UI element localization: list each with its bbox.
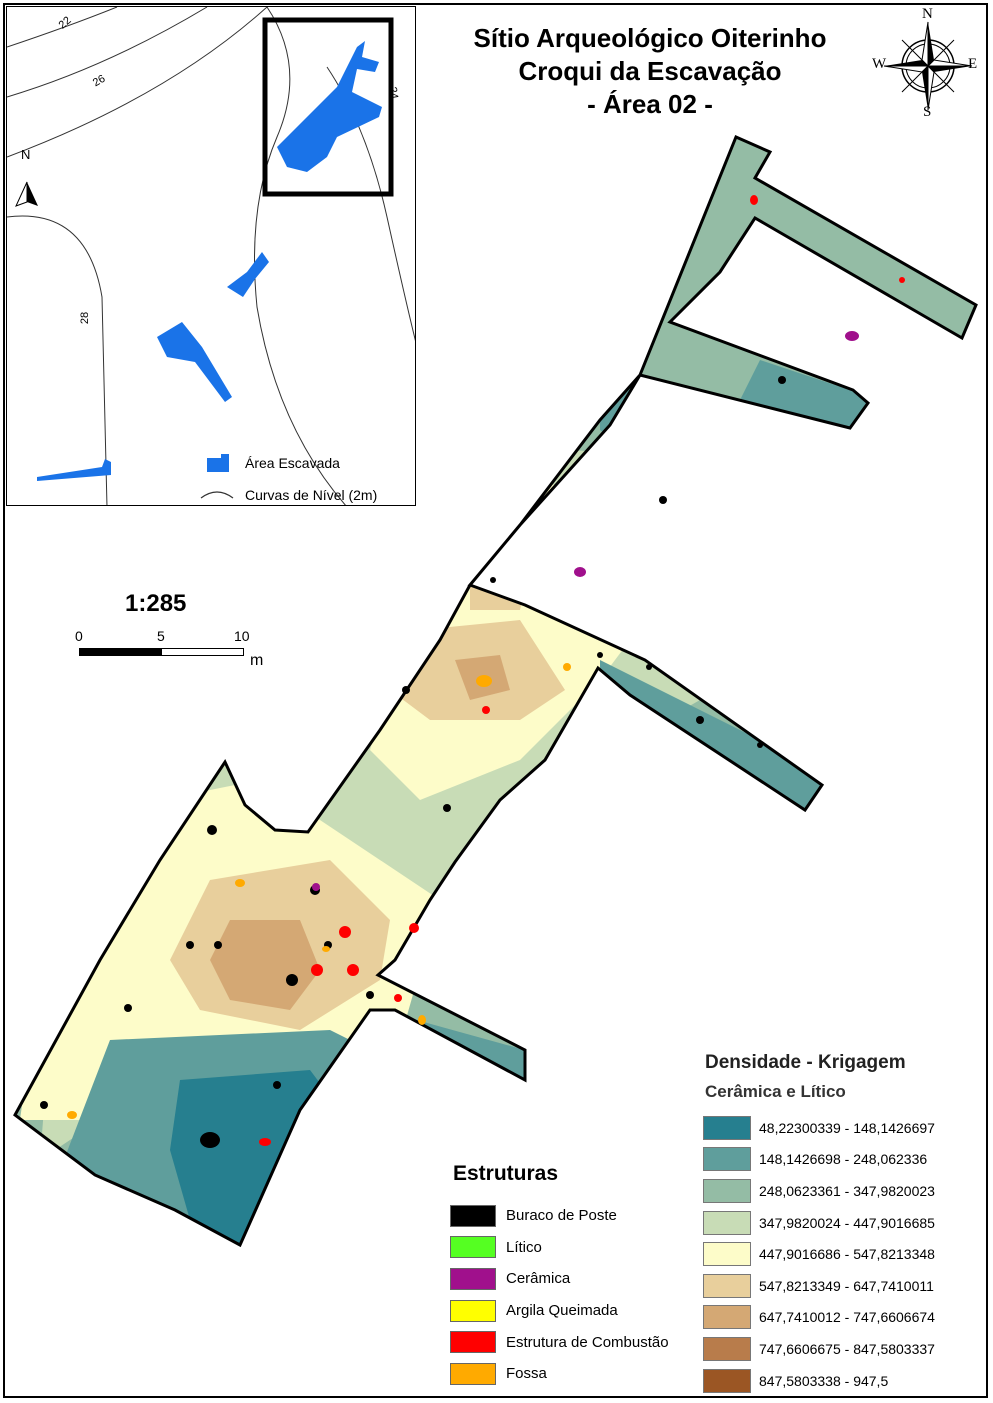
scale-unit: m	[250, 652, 264, 669]
density-legend-item: 48,22300339 - 148,1426697	[703, 1112, 988, 1144]
compass-north: N	[922, 6, 933, 22]
density-swatch	[703, 1305, 751, 1330]
density-label: 447,9016686 - 547,8213348	[759, 1246, 935, 1263]
legend-label: Cerâmica	[506, 1270, 571, 1288]
inset-north-arrow	[15, 181, 38, 207]
legend-label: Lítico	[506, 1238, 542, 1256]
location-inset-map[interactable]: N 22 26 28 24 Área Escavada Curvas de Ní…	[6, 6, 416, 506]
map-title: Sítio Arqueológico Oiterinho Croqui da E…	[430, 22, 870, 121]
legend-swatch	[450, 1267, 496, 1290]
scale-tick-10: 10	[234, 628, 250, 644]
structures-legend-item: Buraco de Poste	[450, 1200, 700, 1232]
scale-ratio: 1:285	[125, 590, 187, 617]
density-legend-item: 248,0623361 - 347,9820023	[703, 1175, 988, 1207]
density-legend-item: 647,7410012 - 747,6606674	[703, 1302, 988, 1334]
density-legend-item: 847,5803338 - 947,5	[703, 1365, 988, 1397]
title-line-1: Sítio Arqueológico Oiterinho	[473, 23, 827, 53]
density-legend-item: 447,9016686 - 547,8213348	[703, 1238, 988, 1270]
contour-label-28: 28	[79, 311, 92, 325]
scale-tick-5: 5	[157, 628, 165, 644]
scale-bar-white	[161, 648, 244, 656]
density-label: 847,5803338 - 947,5	[759, 1372, 889, 1389]
density-legend-subtitle: Cerâmica e Lítico	[705, 1082, 846, 1101]
map-frame	[3, 3, 988, 1398]
compass-rose-icon: N S E W	[872, 6, 984, 122]
density-legend-item: 148,1426698 - 248,062336	[703, 1144, 988, 1176]
structures-legend-title: Estruturas	[453, 1162, 559, 1185]
excavated-area-swatch	[199, 452, 235, 474]
legend-label: Fossa	[506, 1365, 547, 1383]
density-label: 48,22300339 - 148,1426697	[759, 1119, 935, 1136]
density-label: 248,0623361 - 347,9820023	[759, 1182, 935, 1199]
density-legend-item: 747,6606675 - 847,5803337	[703, 1333, 988, 1365]
inset-legend-excavated: Área Escavada	[199, 447, 377, 479]
density-label: 148,1426698 - 248,062336	[759, 1151, 928, 1168]
contour-line-swatch	[199, 484, 235, 505]
title-line-2: Croqui da Escavação	[518, 56, 782, 86]
feature-markers	[40, 195, 905, 1148]
density-swatch	[703, 1147, 751, 1172]
density-legend-item: 347,9820024 - 447,9016685	[703, 1207, 988, 1239]
density-label: 647,7410012 - 747,6606674	[759, 1309, 935, 1326]
density-label: 547,8213349 - 647,7410011	[759, 1277, 934, 1294]
density-label: 747,6606675 - 847,5803337	[759, 1340, 935, 1357]
density-legend-item: 547,8213349 - 647,7410011	[703, 1270, 988, 1302]
density-swatch	[703, 1210, 751, 1235]
title-line-3: - Área 02 -	[587, 89, 713, 119]
density-legend: Densidade - Krigagem Cerâmica e Lítico 4…	[703, 1052, 988, 1396]
scale-bar-black	[79, 648, 162, 656]
structures-legend-item: Fossa	[450, 1358, 700, 1390]
density-swatch	[703, 1336, 751, 1361]
compass-west: W	[872, 56, 887, 72]
density-swatch	[703, 1242, 751, 1267]
inset-north-label: N	[21, 147, 31, 162]
legend-swatch	[450, 1236, 496, 1259]
inset-legend-contours-label: Curvas de Nível (2m)	[245, 487, 378, 503]
inset-legend: Área Escavada Curvas de Nível (2m)	[199, 447, 378, 505]
density-swatch	[703, 1273, 751, 1298]
structures-legend-item: Estrutura de Combustão	[450, 1326, 700, 1358]
compass-south: S	[923, 104, 932, 120]
legend-label: Buraco de Poste	[506, 1207, 617, 1225]
inset-legend-excavated-label: Área Escavada	[245, 455, 340, 471]
structures-legend: Estruturas Buraco de Poste Lítico Cerâmi…	[450, 1162, 700, 1390]
legend-swatch	[450, 1362, 496, 1385]
inset-legend-contours: Curvas de Nível (2m)	[199, 479, 378, 505]
compass-east: E	[968, 56, 978, 72]
structures-legend-item: Cerâmica	[450, 1263, 700, 1295]
density-legend-title: Densidade - Krigagem	[705, 1052, 906, 1073]
density-swatch	[703, 1115, 751, 1140]
contour-label-24: 24	[386, 85, 401, 101]
legend-swatch	[450, 1299, 496, 1322]
legend-swatch	[450, 1331, 496, 1354]
density-swatch	[703, 1368, 751, 1393]
legend-label: Argila Queimada	[506, 1302, 618, 1320]
scale-tick-0: 0	[75, 628, 83, 644]
scale-bar: 1:285 0 5 10 m	[70, 590, 270, 670]
legend-swatch	[450, 1204, 496, 1227]
density-swatch	[703, 1178, 751, 1203]
inset-map-canvas	[7, 7, 415, 505]
density-label: 347,9820024 - 447,9016685	[759, 1214, 935, 1231]
legend-label: Estrutura de Combustão	[506, 1333, 669, 1351]
structures-legend-item: Argila Queimada	[450, 1295, 700, 1327]
structures-legend-item: Lítico	[450, 1232, 700, 1264]
